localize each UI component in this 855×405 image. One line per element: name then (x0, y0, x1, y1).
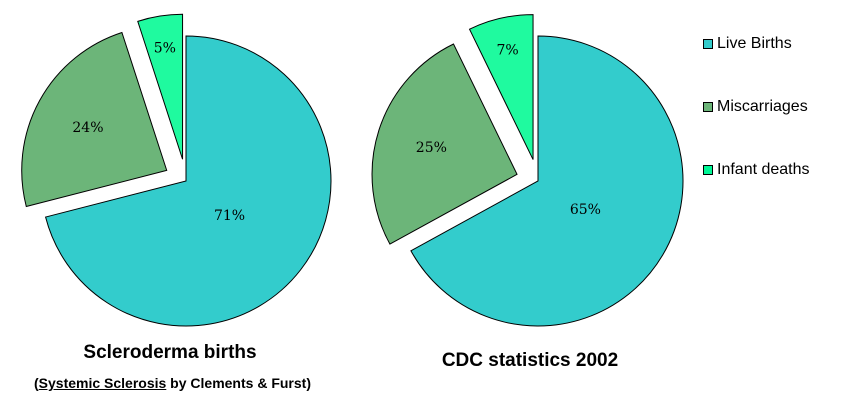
chart-2-label-infant-deaths: 7% (497, 42, 519, 58)
chart-1-label-miscarriages: 24% (72, 120, 103, 136)
legend-label-infant-deaths: Infant deaths (717, 161, 810, 178)
chart-2-slice-miscarriages (371, 43, 518, 245)
chart-1-label-live-births: 71% (214, 208, 245, 224)
chart-2-title: CDC statistics 2002 (441, 350, 619, 371)
legend-swatch-infant-deaths (703, 165, 713, 175)
legend-item-miscarriages: Miscarriages (703, 97, 810, 117)
subtitle-link[interactable]: Systemic Sclerosis (38, 375, 167, 391)
legend-swatch-live-births (703, 39, 713, 49)
chart-1-title: Scleroderma births (83, 342, 257, 363)
chart-2-label-live-births: 65% (570, 202, 601, 218)
legend-swatch-miscarriages (703, 102, 713, 112)
chart-1-slice-live-births (44, 35, 332, 327)
chart-2-slice-live-births (410, 35, 684, 327)
subtitle-open: ( (33, 375, 39, 391)
subtitle-rest: by Clements & Furst) (166, 375, 311, 391)
legend-item-live-births: Live Births (703, 34, 810, 54)
chart-1-label-infant-deaths: 5% (154, 41, 176, 57)
chart-1-subtitle: (Systemic Sclerosis by Clements & Furst) (0, 375, 345, 391)
chart-1-slice-miscarriages (21, 31, 168, 208)
chart-2-slice-infant-deaths (468, 14, 534, 160)
legend-label-live-births: Live Births (717, 35, 792, 52)
legend-item-infant-deaths: Infant deaths (703, 160, 810, 180)
chart-1-slice-infant-deaths (137, 13, 184, 160)
legend: Live Births Miscarriages Infant deaths (703, 34, 810, 223)
legend-label-miscarriages: Miscarriages (717, 98, 808, 115)
chart-2-label-miscarriages: 25% (416, 140, 447, 156)
